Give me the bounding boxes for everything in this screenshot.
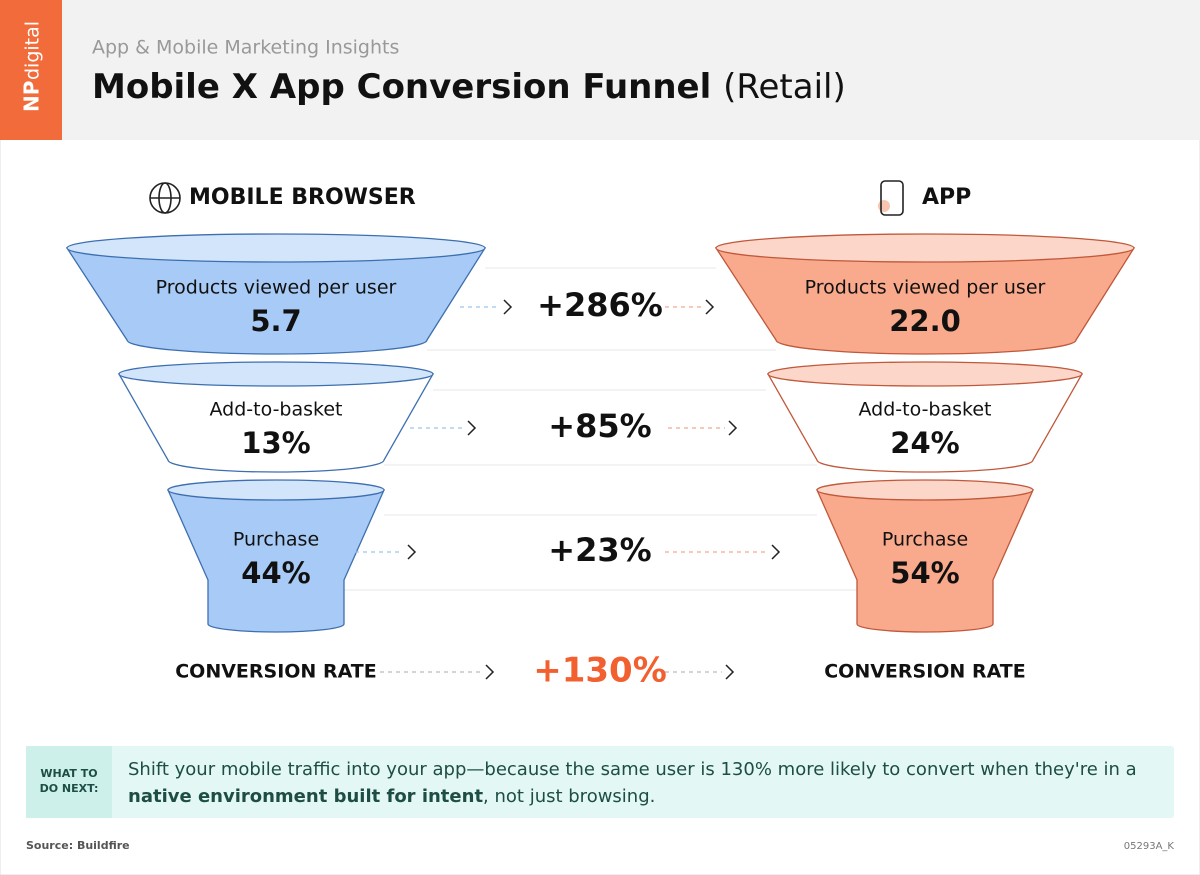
title-main: Mobile X App Conversion Funnel [92, 67, 711, 107]
browser-value: 13% [241, 426, 310, 460]
stage-label: Add-to-basket [210, 399, 343, 421]
code: 05293A_K [1124, 841, 1175, 852]
callout-line2: native environment built for intent, not… [128, 786, 655, 807]
logo: NP digital [20, 21, 44, 112]
column-right: APP [922, 185, 971, 210]
conversion-lift: +130% [533, 651, 667, 691]
bands [344, 267, 857, 591]
source: Source: Buildfire [26, 839, 130, 852]
logo-np: NP [20, 81, 44, 112]
title: Mobile X App Conversion Funnel (Retail) [92, 67, 846, 107]
browser-value: 44% [241, 556, 310, 590]
callout-tag-box [26, 746, 112, 818]
arrows [355, 299, 781, 680]
globe-icon [149, 182, 181, 214]
lift: +85% [548, 407, 651, 445]
column-left: MOBILE BROWSER [189, 185, 416, 210]
stage-label: Products viewed per user [156, 277, 397, 299]
stage-label: Purchase [882, 529, 968, 551]
logo-box [0, 0, 62, 140]
subtitle: App & Mobile Marketing Insights [92, 37, 399, 59]
lift: +23% [548, 531, 651, 569]
app-value: 24% [890, 426, 959, 460]
callout-box [26, 746, 1174, 818]
callout-tag: WHAT TO [40, 767, 97, 780]
browser-funnel [65, 233, 487, 633]
browser-value: 5.7 [250, 304, 301, 338]
lift: +286% [537, 286, 663, 324]
title-suffix: (Retail) [723, 67, 846, 107]
app-value: 22.0 [889, 304, 961, 338]
stage-label: Add-to-basket [859, 399, 992, 421]
callout-after: , not just browsing. [483, 786, 655, 807]
stage-texts: Products viewed per user 5.7 Products vi… [156, 277, 1046, 591]
conversion-label: CONVERSION RATE [175, 661, 377, 683]
app-funnel [714, 233, 1136, 633]
header-band [0, 0, 1200, 140]
callout-tag: DO NEXT: [40, 782, 99, 795]
stage-label: Products viewed per user [805, 277, 1046, 299]
callout-line1: Shift your mobile traffic into your app—… [128, 759, 1137, 780]
callout-bold: native environment built for intent [128, 786, 483, 807]
stage-label: Purchase [233, 529, 319, 551]
app-value: 54% [890, 556, 959, 590]
logo-digital: digital [22, 21, 44, 80]
phone-icon [878, 180, 904, 216]
conversion-label: CONVERSION RATE [824, 661, 1026, 683]
